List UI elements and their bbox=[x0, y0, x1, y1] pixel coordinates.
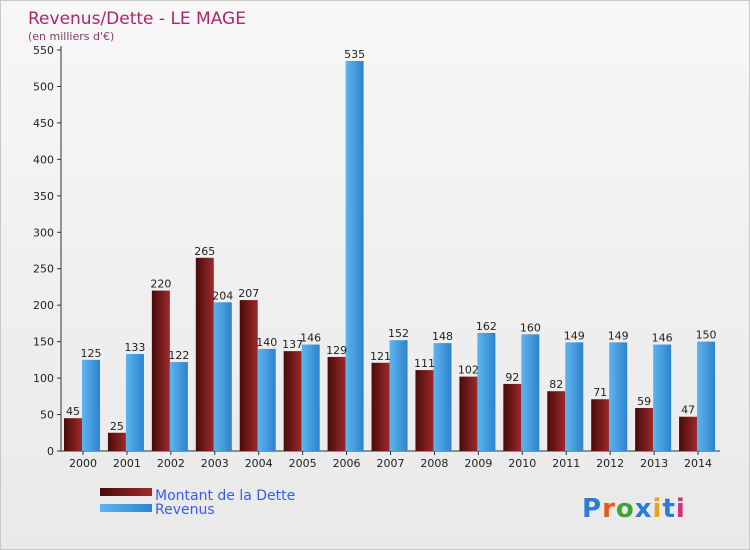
data-label-revenue-2007: 152 bbox=[388, 327, 409, 340]
y-tick-label: 450 bbox=[33, 117, 54, 130]
data-label-debt-2008: 111 bbox=[414, 357, 435, 370]
y-tick-label: 350 bbox=[33, 190, 54, 203]
legend-swatch-debt bbox=[100, 488, 152, 496]
bar-debt-2012 bbox=[591, 399, 610, 451]
bar-revenue-2002 bbox=[169, 362, 188, 451]
bar-debt-2003 bbox=[195, 257, 214, 451]
bar-debt-2002 bbox=[151, 290, 170, 451]
data-label-debt-2003: 265 bbox=[194, 245, 215, 258]
legend-swatch-revenue bbox=[100, 504, 152, 512]
data-label-revenue-2002: 122 bbox=[168, 349, 189, 362]
x-tick-label-2004: 2004 bbox=[245, 457, 273, 470]
x-tick-label-2008: 2008 bbox=[420, 457, 448, 470]
y-tick-label: 250 bbox=[33, 263, 54, 276]
x-tick-label-2005: 2005 bbox=[289, 457, 317, 470]
data-label-revenue-2006: 535 bbox=[344, 48, 365, 61]
y-tick-label: 0 bbox=[47, 445, 54, 458]
x-tick-label-2012: 2012 bbox=[596, 457, 624, 470]
data-label-debt-2011: 82 bbox=[549, 378, 563, 391]
data-label-revenue-2014: 150 bbox=[696, 329, 717, 342]
bar-debt-2008 bbox=[415, 370, 434, 451]
bar-debt-2014 bbox=[679, 416, 698, 451]
y-tick-label: 100 bbox=[33, 372, 54, 385]
data-label-revenue-2000: 125 bbox=[81, 347, 102, 360]
data-label-revenue-2010: 160 bbox=[520, 321, 541, 334]
x-tick-label-2006: 2006 bbox=[333, 457, 361, 470]
data-label-debt-2007: 121 bbox=[370, 350, 391, 363]
data-label-revenue-2008: 148 bbox=[432, 330, 453, 343]
data-label-debt-2004: 207 bbox=[238, 287, 259, 300]
x-tick-label-2003: 2003 bbox=[201, 457, 229, 470]
chart-title: Revenus/Dette - LE MAGE bbox=[28, 9, 246, 29]
proxiti-logo-text: Proxiti bbox=[582, 494, 686, 524]
data-label-debt-2000: 45 bbox=[66, 405, 80, 418]
bar-debt-2009 bbox=[459, 376, 478, 451]
bar-revenue-2005 bbox=[301, 344, 320, 451]
chart-subtitle: (en milliers d'€) bbox=[28, 30, 114, 43]
y-tick-label: 300 bbox=[33, 226, 54, 239]
y-tick-label: 150 bbox=[33, 336, 54, 349]
data-label-revenue-2005: 146 bbox=[300, 332, 321, 345]
data-label-revenue-2011: 149 bbox=[564, 329, 585, 342]
bar-debt-2001 bbox=[107, 432, 126, 451]
bar-revenue-2010 bbox=[521, 334, 540, 451]
x-tick-label-2013: 2013 bbox=[640, 457, 668, 470]
legend-label-revenue: Revenus bbox=[155, 502, 215, 518]
bar-revenue-2008 bbox=[433, 343, 452, 451]
y-tick-label: 500 bbox=[33, 80, 54, 93]
bar-debt-2007 bbox=[371, 362, 390, 451]
x-tick-label-2001: 2001 bbox=[113, 457, 141, 470]
x-tick-label-2000: 2000 bbox=[69, 457, 97, 470]
bar-revenue-2007 bbox=[389, 340, 408, 451]
data-label-revenue-2004: 140 bbox=[256, 336, 277, 349]
bar-revenue-2003 bbox=[213, 302, 232, 451]
x-tick-label-2002: 2002 bbox=[157, 457, 185, 470]
x-tick-label-2011: 2011 bbox=[552, 457, 580, 470]
bar-debt-2010 bbox=[503, 383, 522, 451]
x-tick-label-2014: 2014 bbox=[684, 457, 712, 470]
bar-debt-2006 bbox=[327, 356, 346, 451]
data-label-debt-2010: 92 bbox=[505, 371, 519, 384]
bar-revenue-2001 bbox=[125, 354, 144, 451]
data-label-debt-2014: 47 bbox=[681, 404, 695, 417]
y-tick-label: 550 bbox=[33, 44, 54, 57]
bar-revenue-2012 bbox=[609, 342, 628, 451]
x-tick-label-2009: 2009 bbox=[464, 457, 492, 470]
bar-debt-2013 bbox=[635, 407, 654, 451]
legend-label-debt: Montant de la Dette bbox=[155, 488, 295, 504]
x-tick-label-2010: 2010 bbox=[508, 457, 536, 470]
y-tick-label: 400 bbox=[33, 153, 54, 166]
bar-revenue-2000 bbox=[82, 359, 100, 451]
data-label-revenue-2009: 162 bbox=[476, 320, 497, 333]
data-label-debt-2006: 129 bbox=[326, 344, 347, 357]
y-tick-label: 200 bbox=[33, 299, 54, 312]
y-tick-label: 50 bbox=[40, 409, 54, 422]
data-label-debt-2001: 25 bbox=[110, 420, 124, 433]
data-label-debt-2005: 137 bbox=[282, 338, 303, 351]
bar-debt-2011 bbox=[547, 391, 566, 451]
data-label-debt-2002: 220 bbox=[150, 278, 171, 291]
data-label-debt-2013: 59 bbox=[637, 395, 651, 408]
bar-debt-2000 bbox=[64, 418, 82, 451]
bar-debt-2004 bbox=[239, 300, 258, 451]
bar-debt-2005 bbox=[283, 351, 302, 451]
data-label-revenue-2013: 146 bbox=[652, 332, 673, 345]
data-label-debt-2009: 102 bbox=[458, 364, 479, 377]
bar-revenue-2014 bbox=[697, 341, 716, 451]
proxiti-logo: Proxiti bbox=[582, 494, 686, 524]
data-label-debt-2012: 71 bbox=[593, 386, 607, 399]
data-label-revenue-2003: 204 bbox=[212, 289, 233, 302]
bar-revenue-2013 bbox=[653, 344, 672, 451]
x-tick-label-2007: 2007 bbox=[377, 457, 405, 470]
bar-revenue-2009 bbox=[477, 332, 496, 451]
data-label-revenue-2012: 149 bbox=[608, 329, 629, 342]
bar-revenue-2006 bbox=[345, 60, 364, 451]
bar-revenue-2004 bbox=[257, 348, 276, 451]
data-label-revenue-2001: 133 bbox=[124, 341, 145, 354]
bar-revenue-2011 bbox=[565, 342, 584, 451]
